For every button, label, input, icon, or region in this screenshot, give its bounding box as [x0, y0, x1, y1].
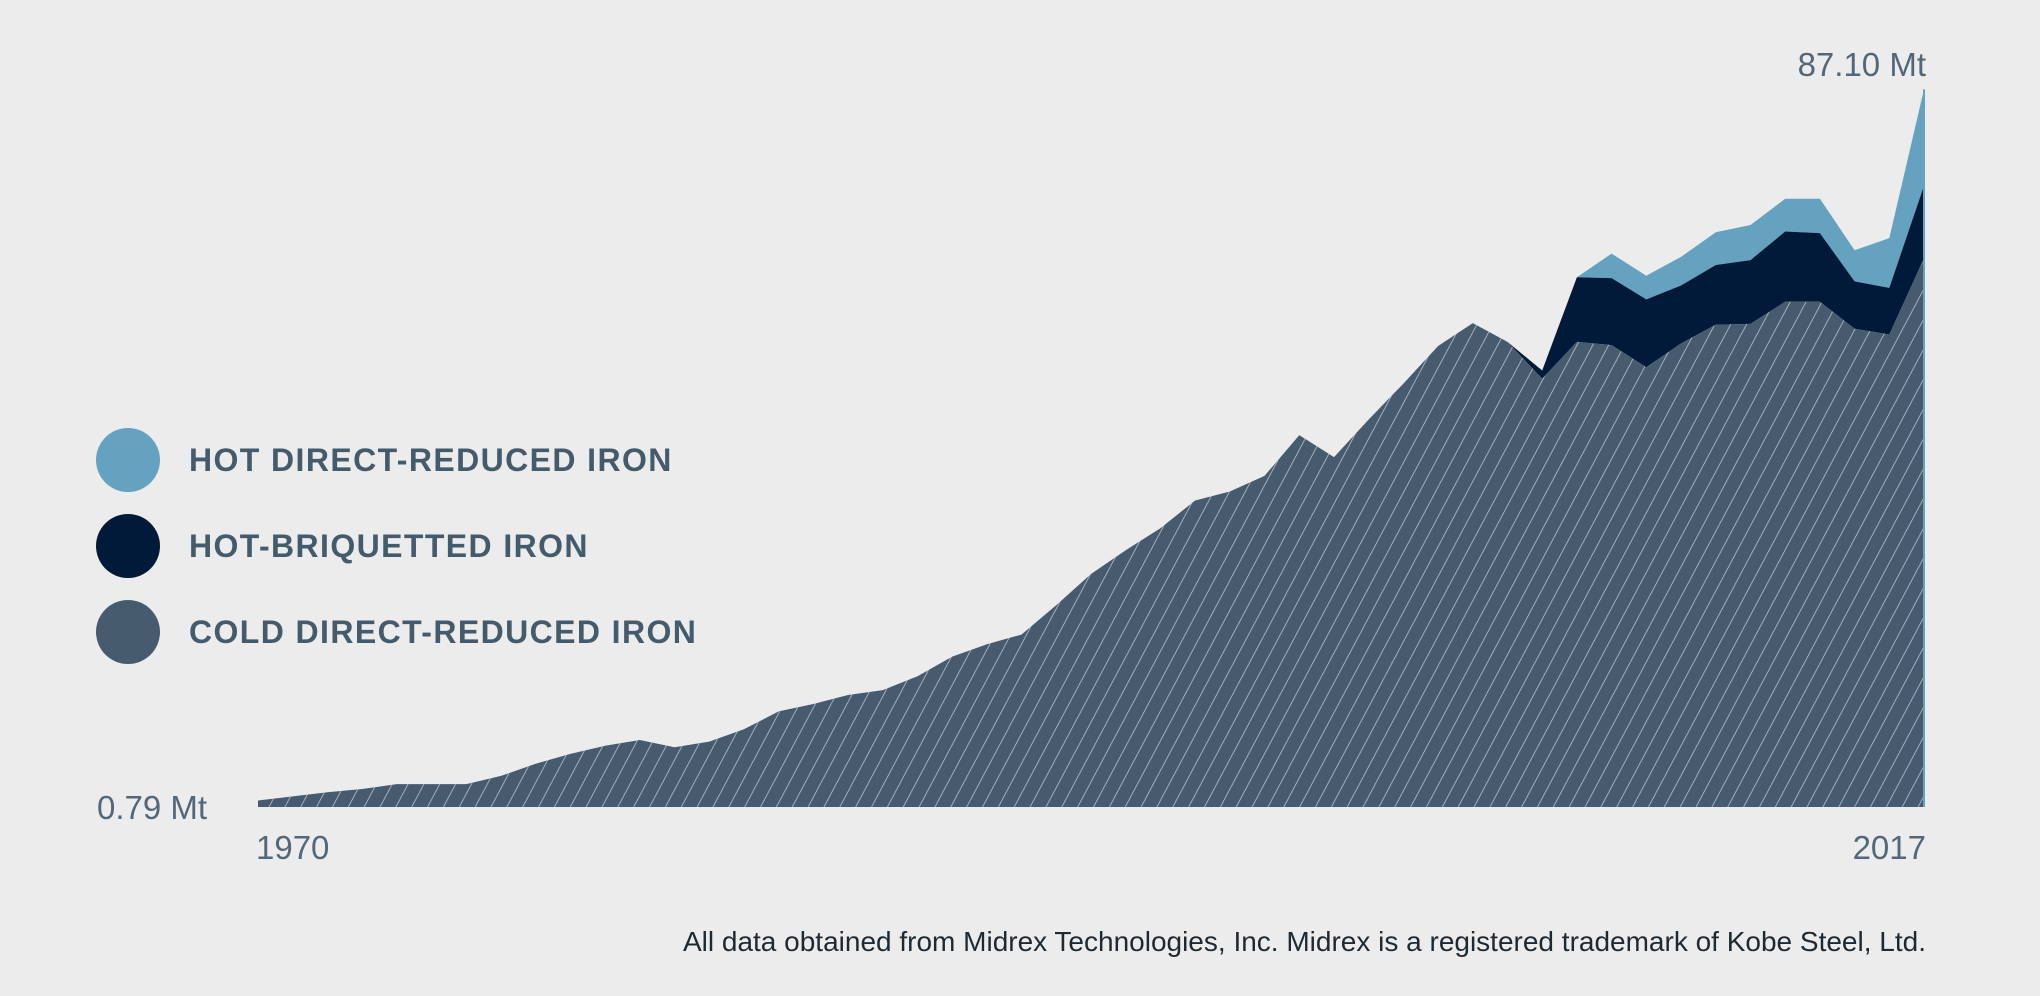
- legend-item-hot-dri: HOT DIRECT-REDUCED IRON: [96, 428, 697, 492]
- legend-swatch-hbi: [96, 514, 160, 578]
- legend: HOT DIRECT-REDUCED IRON HOT-BRIQUETTED I…: [96, 428, 697, 686]
- x-start-label: 1970: [256, 829, 330, 866]
- y-max-label: 87.10 Mt: [1797, 46, 1926, 83]
- y-min-label: 0.79 Mt: [97, 789, 208, 826]
- legend-item-cold-dri: COLD DIRECT-REDUCED IRON: [96, 600, 697, 664]
- legend-swatch-cold-dri: [96, 600, 160, 664]
- legend-label-cold-dri: COLD DIRECT-REDUCED IRON: [189, 613, 698, 650]
- series-area-cold-dri-hatch: [258, 258, 1924, 807]
- source-footnote: All data obtained from Midrex Technologi…: [682, 926, 1926, 957]
- legend-swatch-hot-dri: [96, 428, 160, 492]
- x-end-label: 2017: [1852, 829, 1926, 866]
- legend-label-hot-dri: HOT DIRECT-REDUCED IRON: [189, 441, 673, 478]
- legend-label-hbi: HOT-BRIQUETTED IRON: [189, 527, 589, 564]
- legend-item-hbi: HOT-BRIQUETTED IRON: [96, 514, 697, 578]
